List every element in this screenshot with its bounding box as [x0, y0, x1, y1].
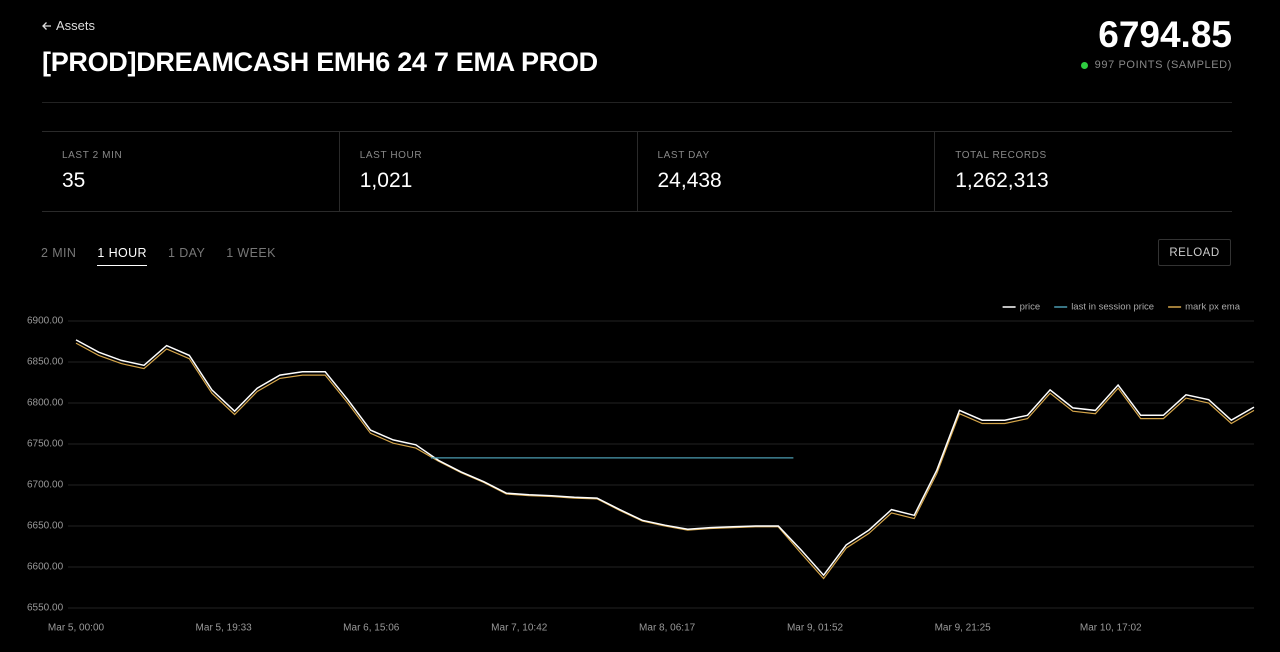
y-tick-label: 6700.00	[27, 480, 64, 491]
stat-label: LAST DAY	[657, 150, 710, 161]
divider	[42, 102, 1232, 103]
y-tick-label: 6550.00	[27, 603, 64, 614]
tab[interactable]: 1 HOUR	[97, 246, 147, 266]
x-tick-label: Mar 6, 15:06	[343, 623, 400, 634]
y-tick-label: 6600.00	[27, 562, 64, 573]
y-tick-label: 6850.00	[27, 357, 64, 368]
reload-button[interactable]: RELOAD	[1158, 239, 1231, 266]
tabs: 2 MIN 1 HOUR 1 DAY 1 WEEK	[41, 246, 276, 266]
tab[interactable]: 2 MIN	[41, 246, 77, 260]
stat-label: TOTAL RECORDS	[955, 150, 1047, 161]
back-arrow	[42, 21, 51, 30]
legend-label: price	[1020, 302, 1041, 313]
points-text: 997 POINTS (SAMPLED)	[1094, 59, 1232, 71]
y-tick-label: 6800.00	[27, 398, 64, 409]
status-dot	[1080, 61, 1088, 69]
x-tick-label: Mar 5, 19:33	[196, 623, 253, 634]
legend-label: mark px ema	[1185, 302, 1241, 313]
series-line	[75, 342, 1255, 580]
y-tick-label: 6900.00	[27, 316, 64, 327]
title: [PROD]DREAMCASH EMH6 24 7 EMA PROD	[42, 47, 598, 77]
stat-value: 35	[62, 169, 86, 192]
series-line	[75, 339, 1255, 577]
tab[interactable]: 1 WEEK	[226, 246, 276, 260]
stat-label: LAST HOUR	[359, 150, 423, 161]
x-tick-label: Mar 9, 21:25	[935, 623, 992, 634]
y-tick-label: 6650.00	[27, 521, 64, 532]
legend-label: last in session price	[1071, 302, 1154, 313]
back-link[interactable]: Assets	[42, 18, 95, 33]
points-info: 997 POINTS (SAMPLED)	[1080, 59, 1232, 71]
x-tick-label: Mar 7, 10:42	[491, 623, 548, 634]
stat-cell: LAST 2 MIN 35	[42, 132, 340, 211]
tab[interactable]: 1 DAY	[167, 246, 206, 260]
legend: mark px ema last in session price price	[1002, 302, 1241, 313]
x-tick-label: Mar 10, 17:02	[1080, 623, 1142, 634]
stat-cell: LAST HOUR 1,021	[340, 132, 638, 211]
chart: 6550.00 6600.00 6650.00 6700.00 6750.00 6800.…	[27, 302, 1255, 634]
back-text: Assets	[56, 18, 96, 33]
stat-value: 1,021	[359, 169, 413, 192]
x-tick-label: Mar 5, 00:00	[48, 623, 105, 634]
stat-value: 24,438	[657, 169, 722, 192]
y-tick-label: 6750.00	[27, 439, 64, 450]
current-value: 6794.85	[1098, 14, 1232, 55]
stat-cell: LAST DAY 24,438	[638, 132, 936, 211]
stat-cell: TOTAL RECORDS 1,262,313	[935, 132, 1232, 211]
x-tick-label: Mar 8, 06:17	[639, 623, 696, 634]
stats: LAST 2 MIN 35 LAST HOUR 1,021 LAST DAY 24,438…	[42, 131, 1232, 212]
stat-label: LAST 2 MIN	[62, 150, 123, 161]
stat-value: 1,262,313	[955, 169, 1049, 192]
x-tick-label: Mar 9, 01:52	[787, 623, 844, 634]
